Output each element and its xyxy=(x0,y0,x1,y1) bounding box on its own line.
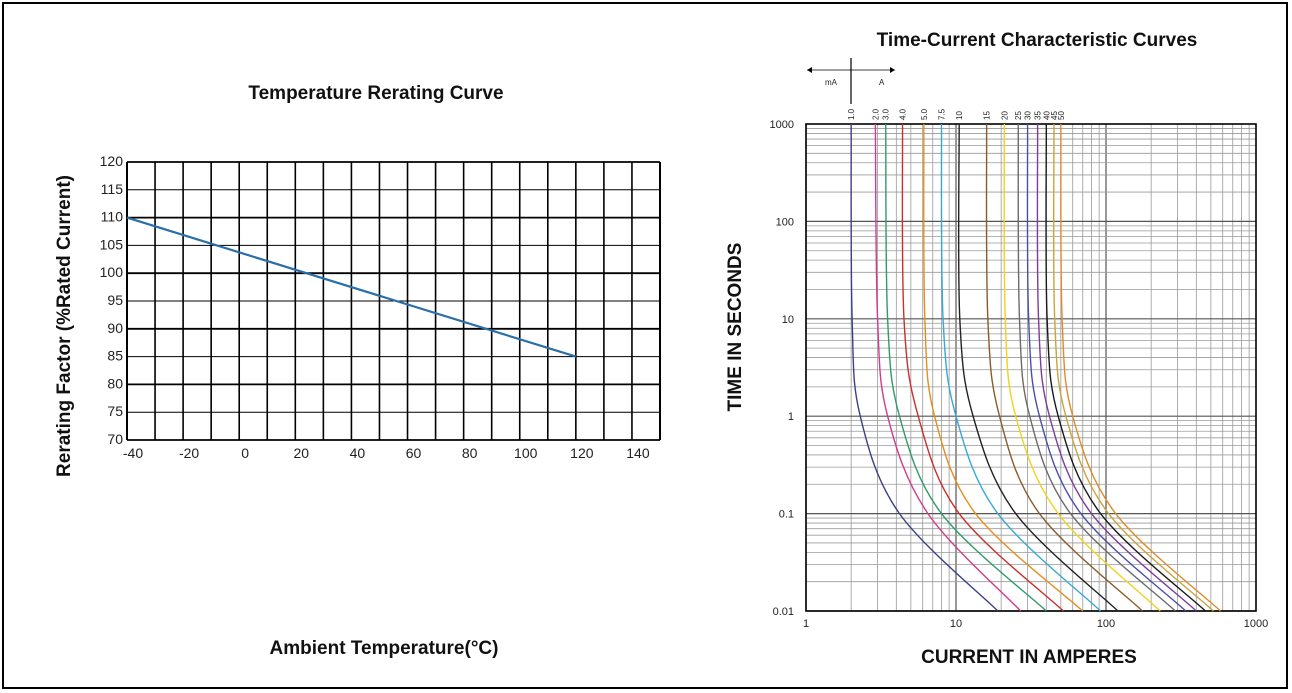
tcc-ylabel: TIME IN SECONDS xyxy=(725,243,746,412)
tcc-xlabel: CURRENT IN AMPERES xyxy=(921,647,1137,668)
tcc-curve-40 xyxy=(1045,123,1206,612)
tcc-curve-45 xyxy=(1052,123,1214,612)
tcc-curve-50 xyxy=(1060,123,1221,612)
y-tick-label: 10 xyxy=(782,314,794,326)
rerating-title: Temperature Rerating Curve xyxy=(248,83,503,104)
x-tick-label: 1000 xyxy=(1244,618,1268,630)
x-tick-label: 60 xyxy=(406,445,422,461)
arrow-right-icon xyxy=(890,67,895,73)
rating-label: 35 xyxy=(1034,111,1043,120)
tcc-curve-35 xyxy=(1036,123,1197,612)
rating-label: 45 xyxy=(1050,111,1059,120)
x-tick-label: 100 xyxy=(1097,618,1115,630)
y-tick-label: 100 xyxy=(100,264,124,280)
x-tick-label: 1 xyxy=(803,618,809,630)
y-tick-label: 70 xyxy=(107,431,123,447)
y-tick-label: 120 xyxy=(100,153,124,169)
y-tick-label: 115 xyxy=(101,181,124,197)
tcc-curve-1-0 xyxy=(850,123,999,612)
rerating-chart: Temperature Rerating Curve Ambient Tempe… xyxy=(54,83,661,659)
rating-label: 4.0 xyxy=(899,108,908,120)
tcc-curve-2-0 xyxy=(874,123,1022,612)
rating-label: 30 xyxy=(1024,111,1033,120)
y-tick-label: 85 xyxy=(107,348,123,364)
tcc-curve-20 xyxy=(1003,123,1161,612)
x-tick-label: 10 xyxy=(950,618,962,630)
tcc-curve-10 xyxy=(957,123,1119,612)
y-tick-label: 0.1 xyxy=(779,509,794,521)
x-tick-label: 120 xyxy=(570,445,594,461)
unit-left-label: mA xyxy=(825,78,838,87)
tcc-curve-30 xyxy=(1026,123,1187,612)
x-tick-label: 140 xyxy=(626,445,650,461)
unit-right-label: A xyxy=(879,78,885,87)
rating-label: 25 xyxy=(1014,111,1023,120)
x-tick-label: 40 xyxy=(350,445,366,461)
tcc-title: Time-Current Characteristic Curves xyxy=(877,30,1198,51)
y-tick-label: 1 xyxy=(788,411,794,423)
unit-marker: mA A xyxy=(807,58,895,104)
tcc-curve-3-0 xyxy=(885,123,1047,612)
x-tick-label: -20 xyxy=(179,445,199,461)
rating-label: 7.5 xyxy=(937,108,946,120)
rating-label: 15 xyxy=(983,111,992,120)
rating-label: 5.0 xyxy=(920,108,929,120)
y-tick-label: 110 xyxy=(101,209,124,225)
rating-label: 1.0 xyxy=(847,108,856,120)
y-tick-label: 100 xyxy=(776,216,794,228)
rating-label: 20 xyxy=(1000,111,1009,120)
x-tick-label: 100 xyxy=(514,445,538,461)
x-tick-label: -40 xyxy=(123,445,143,461)
tcc-curve-25 xyxy=(1017,123,1176,612)
time-current-chart: Time-Current Characteristic Curves CURRE… xyxy=(725,30,1268,668)
rating-label: 3.0 xyxy=(882,108,891,120)
rating-label: 50 xyxy=(1057,111,1066,120)
rerating-xlabel: Ambient Temperature(°C) xyxy=(270,638,499,659)
x-tick-label: 20 xyxy=(294,445,310,461)
y-tick-label: 1000 xyxy=(770,119,794,131)
rating-label: 40 xyxy=(1042,111,1051,120)
y-tick-label: 80 xyxy=(107,375,123,391)
y-tick-label: 75 xyxy=(107,403,123,419)
x-tick-label: 0 xyxy=(241,445,249,461)
arrow-left-icon xyxy=(807,67,812,73)
y-tick-label: 95 xyxy=(107,292,123,308)
plot-border xyxy=(805,123,1257,612)
rerating-line xyxy=(126,216,577,358)
x-tick-label: 80 xyxy=(462,445,478,461)
tcc-curve-4-0 xyxy=(901,123,1064,612)
y-tick-label: 0.01 xyxy=(773,606,794,618)
tcc-curve-7-5 xyxy=(940,123,1102,612)
rating-label: 10 xyxy=(955,111,964,120)
tcc-curve-5-0 xyxy=(923,123,1084,612)
tcc-curve-15 xyxy=(985,123,1143,612)
y-tick-label: 105 xyxy=(100,236,124,252)
rerating-ylabel: Rerating Factor (%Rated Current) xyxy=(54,175,75,477)
y-tick-label: 90 xyxy=(107,320,123,336)
rating-label: 2.0 xyxy=(871,108,880,120)
